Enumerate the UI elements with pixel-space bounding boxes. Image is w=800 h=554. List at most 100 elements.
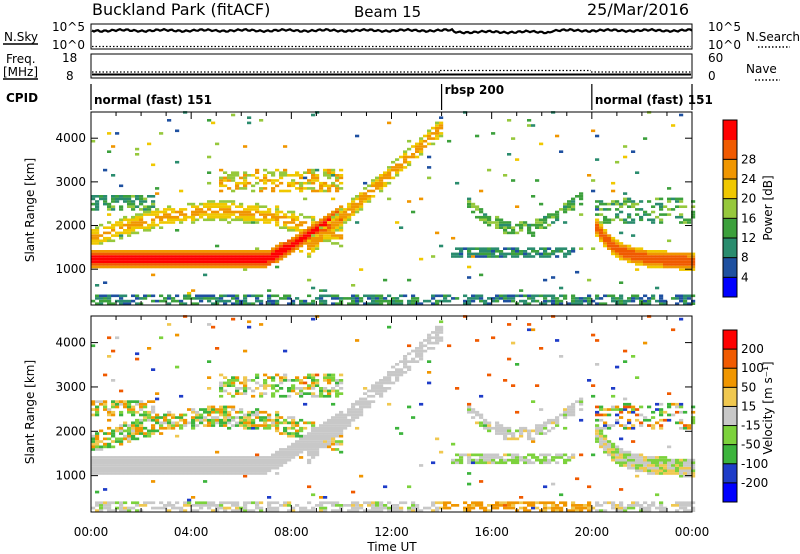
velocity-cell — [159, 421, 164, 425]
power-cell — [371, 294, 376, 298]
power-cell — [95, 236, 100, 240]
power-cell — [339, 297, 344, 300]
velocity-cell — [331, 504, 336, 507]
velocity-cell — [275, 509, 280, 512]
power-cell — [655, 202, 660, 206]
power-cell — [295, 297, 300, 300]
velocity-cell — [195, 418, 200, 422]
power-cell — [103, 263, 108, 266]
velocity-cell — [231, 376, 236, 379]
power-cell — [363, 294, 368, 298]
power-cell — [615, 202, 620, 206]
power-cell — [111, 265, 116, 269]
velocity-cell — [327, 442, 332, 446]
velocity-cell — [303, 376, 308, 379]
velocity-cell — [475, 421, 480, 425]
power-cell — [219, 189, 224, 193]
velocity-cell — [255, 461, 260, 465]
power-cell — [131, 208, 136, 211]
power-cell — [175, 210, 180, 214]
velocity-cell — [659, 469, 664, 473]
velocity-cell — [607, 424, 612, 427]
velocity-cell — [135, 458, 140, 462]
velocity-cell — [199, 461, 204, 465]
power-cell — [427, 137, 432, 140]
power-cell — [503, 229, 508, 232]
power-cell — [627, 200, 632, 203]
power-cell — [263, 260, 268, 264]
velocity-cell — [691, 405, 696, 409]
power-cell — [487, 247, 492, 250]
velocity-cell — [567, 408, 572, 411]
power-cell — [375, 184, 380, 188]
power-cell — [111, 195, 116, 198]
velocity-cell — [387, 379, 392, 382]
velocity-cell — [331, 373, 336, 377]
power-cell — [243, 221, 248, 224]
power-cell — [355, 299, 360, 303]
velocity-cell — [323, 496, 328, 499]
power-cell — [255, 250, 260, 253]
power-cell — [311, 223, 316, 227]
velocity-cell — [327, 381, 332, 385]
power-cell — [235, 181, 240, 185]
power-cell — [371, 299, 376, 303]
power-cell — [215, 263, 220, 266]
power-cell — [303, 171, 308, 174]
power-cell — [623, 257, 628, 261]
power-cell — [107, 231, 112, 235]
power-cell — [499, 221, 504, 224]
power-cell — [339, 208, 344, 211]
power-cell — [375, 302, 380, 305]
power-cell — [283, 168, 288, 172]
power-cell — [339, 215, 344, 219]
velocity-cell — [247, 413, 252, 417]
power-cell — [319, 239, 324, 243]
velocity-cell — [327, 432, 332, 435]
velocity-cell — [159, 466, 164, 470]
velocity-cell — [263, 384, 268, 387]
power-cell — [243, 179, 248, 182]
velocity-cell — [431, 504, 436, 507]
velocity-cell — [403, 365, 408, 369]
power-cell — [647, 302, 652, 305]
power-cell — [179, 263, 184, 266]
velocity-cell — [507, 453, 512, 457]
power-cell — [383, 299, 388, 303]
power-cell — [351, 210, 356, 214]
velocity-cell — [399, 509, 404, 512]
velocity-cell — [579, 397, 584, 401]
power-cell — [335, 187, 340, 190]
power-cell — [611, 252, 616, 256]
velocity-cell — [663, 456, 668, 459]
power-cell — [655, 257, 660, 261]
power-cell — [639, 302, 644, 305]
power-cell — [131, 260, 136, 264]
velocity-cell — [135, 357, 140, 361]
power-cell — [103, 239, 108, 243]
velocity-cell — [231, 472, 236, 475]
velocity-cell — [211, 456, 216, 459]
power-cell — [255, 265, 260, 269]
velocity-cell — [243, 384, 248, 387]
power-cell — [319, 218, 324, 222]
velocity-cell — [187, 466, 192, 470]
velocity-cell — [307, 392, 312, 395]
velocity-cell — [615, 450, 620, 454]
velocity-cell — [315, 437, 320, 441]
power-cell — [483, 218, 488, 222]
velocity-cell — [131, 413, 136, 417]
velocity-cell — [159, 461, 164, 465]
velocity-cell — [95, 466, 100, 470]
power-cell — [135, 218, 140, 222]
velocity-cell — [335, 389, 340, 393]
velocity-cell — [311, 429, 316, 433]
velocity-cell — [99, 458, 104, 462]
power-cell — [627, 250, 632, 253]
velocity-cell — [267, 506, 272, 510]
power-cell — [395, 163, 400, 167]
velocity-cell — [319, 509, 324, 512]
power-cell — [203, 263, 208, 266]
power-cell — [287, 215, 292, 219]
